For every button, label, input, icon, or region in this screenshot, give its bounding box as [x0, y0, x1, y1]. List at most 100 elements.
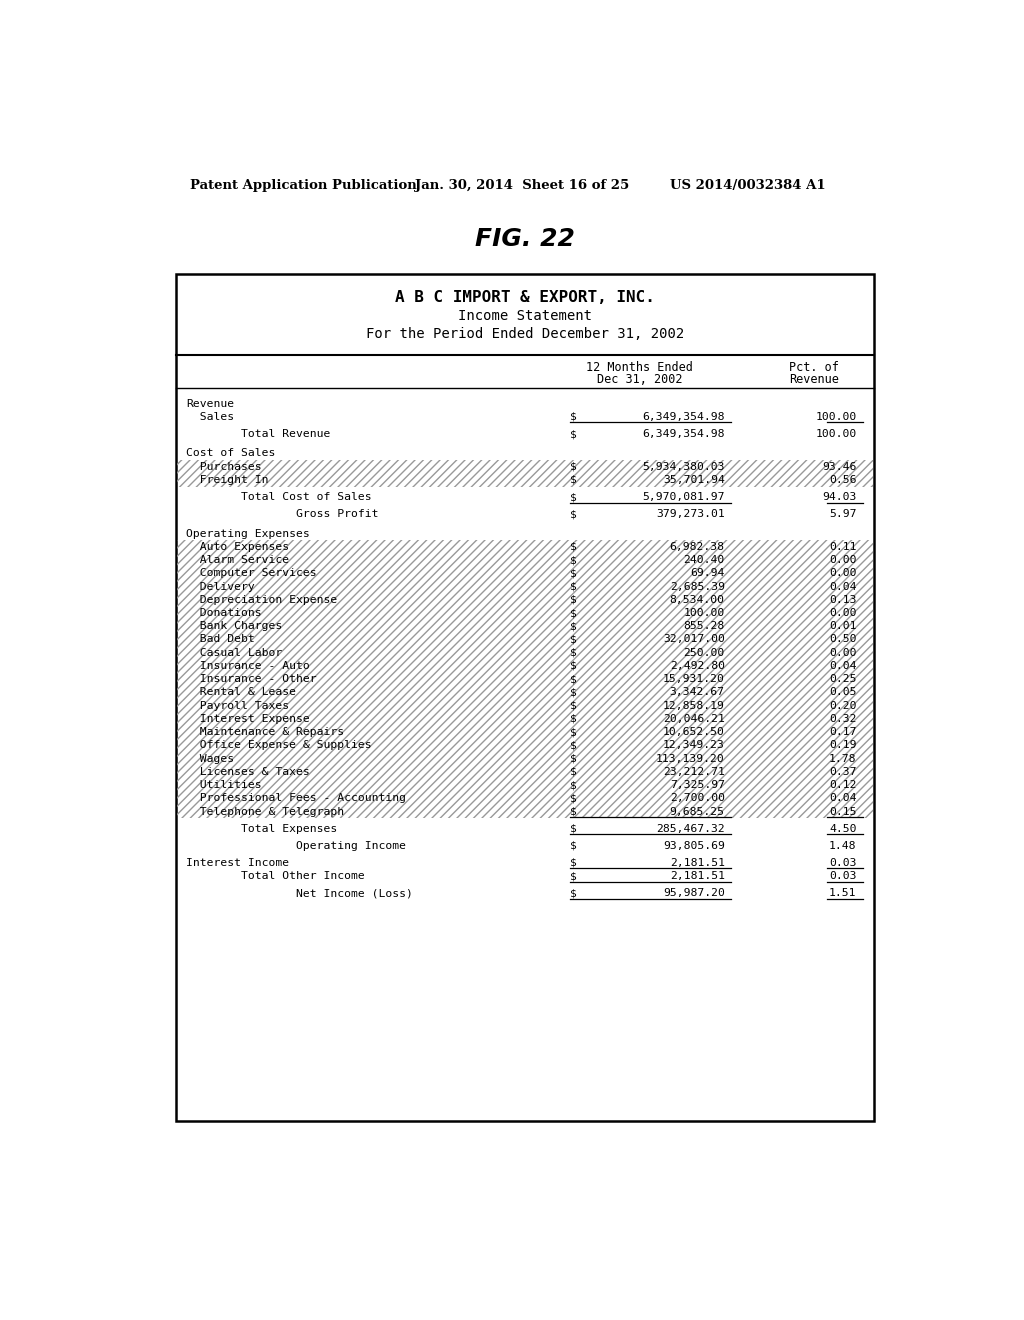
Text: Casual Labor: Casual Labor	[186, 648, 283, 657]
Text: 93.46: 93.46	[822, 462, 856, 471]
Text: $: $	[569, 688, 577, 697]
Text: 0.12: 0.12	[829, 780, 856, 791]
Bar	[177, 700, 872, 713]
Text: 93,805.69: 93,805.69	[663, 841, 725, 851]
Text: Net Income (Loss): Net Income (Loss)	[186, 888, 413, 899]
Text: 6,349,354.98: 6,349,354.98	[642, 429, 725, 440]
Text: 8,534.00: 8,534.00	[670, 595, 725, 605]
Bar	[177, 779, 872, 792]
Text: Total Revenue: Total Revenue	[186, 429, 331, 440]
Text: $: $	[569, 595, 577, 605]
Text: Office Expense & Supplies: Office Expense & Supplies	[186, 741, 372, 751]
Text: $: $	[569, 492, 577, 502]
Bar	[177, 619, 872, 632]
Text: 4.50: 4.50	[829, 824, 856, 834]
Text: Pct. of: Pct. of	[788, 362, 839, 375]
Text: $: $	[569, 871, 577, 882]
Text: $: $	[569, 714, 577, 723]
Text: 100.00: 100.00	[683, 609, 725, 618]
Text: 0.04: 0.04	[829, 661, 856, 671]
Bar	[177, 579, 872, 593]
Text: Operating Expenses: Operating Expenses	[186, 528, 310, 539]
Text: 100.00: 100.00	[815, 429, 856, 440]
Text: Auto Expenses: Auto Expenses	[186, 541, 289, 552]
Bar	[177, 540, 872, 553]
Text: 12 Months Ended: 12 Months Ended	[586, 362, 693, 375]
Text: 6,349,354.98: 6,349,354.98	[642, 412, 725, 422]
Text: 1.51: 1.51	[829, 888, 856, 899]
Text: 7,325.97: 7,325.97	[670, 780, 725, 791]
Text: 0.20: 0.20	[829, 701, 856, 710]
Text: Wages: Wages	[186, 754, 234, 764]
Bar	[177, 766, 872, 779]
Text: 0.32: 0.32	[829, 714, 856, 723]
Bar	[177, 673, 872, 686]
Text: $: $	[569, 741, 577, 751]
Text: $: $	[569, 462, 577, 471]
Text: Interest Income: Interest Income	[186, 858, 289, 869]
Text: Licenses & Taxes: Licenses & Taxes	[186, 767, 310, 777]
Text: 0.25: 0.25	[829, 675, 856, 684]
Bar	[177, 726, 872, 739]
Text: Alarm Service: Alarm Service	[186, 554, 289, 565]
Text: $: $	[569, 622, 577, 631]
Text: $: $	[569, 824, 577, 834]
Text: 1.78: 1.78	[829, 754, 856, 764]
Text: US 2014/0032384 A1: US 2014/0032384 A1	[671, 178, 826, 191]
Bar	[177, 713, 872, 726]
Text: Utilities: Utilities	[186, 780, 262, 791]
Text: 0.00: 0.00	[829, 648, 856, 657]
Text: 2,181.51: 2,181.51	[670, 858, 725, 869]
Text: Depreciation Expense: Depreciation Expense	[186, 595, 337, 605]
Text: 0.50: 0.50	[829, 635, 856, 644]
Text: 0.17: 0.17	[829, 727, 856, 737]
Text: 35,701.94: 35,701.94	[663, 475, 725, 484]
Text: Gross Profit: Gross Profit	[186, 510, 379, 519]
Text: Total Other Income: Total Other Income	[186, 871, 365, 882]
Text: 0.13: 0.13	[829, 595, 856, 605]
Bar	[177, 632, 872, 645]
Text: 0.05: 0.05	[829, 688, 856, 697]
Bar	[177, 686, 872, 700]
Text: 6,982.38: 6,982.38	[670, 541, 725, 552]
Text: $: $	[569, 648, 577, 657]
Text: 240.40: 240.40	[683, 554, 725, 565]
Text: $: $	[569, 701, 577, 710]
Text: Cost of Sales: Cost of Sales	[186, 449, 275, 458]
Text: 3,342.67: 3,342.67	[670, 688, 725, 697]
Bar	[177, 739, 872, 752]
Text: Telephone & Telegraph: Telephone & Telegraph	[186, 807, 344, 817]
Text: $: $	[569, 609, 577, 618]
Text: Bank Charges: Bank Charges	[186, 622, 283, 631]
Text: 250.00: 250.00	[683, 648, 725, 657]
Text: Total Expenses: Total Expenses	[186, 824, 337, 834]
Text: 5,970,081.97: 5,970,081.97	[642, 492, 725, 502]
Text: Revenue: Revenue	[788, 372, 839, 385]
Text: Donations: Donations	[186, 609, 262, 618]
Text: $: $	[569, 780, 577, 791]
Bar	[177, 606, 872, 619]
Text: 12,349.23: 12,349.23	[663, 741, 725, 751]
Text: 20,046.21: 20,046.21	[663, 714, 725, 723]
Text: Insurance - Auto: Insurance - Auto	[186, 661, 310, 671]
Bar	[177, 553, 872, 566]
Text: Dec 31, 2002: Dec 31, 2002	[597, 372, 682, 385]
Text: $: $	[569, 510, 577, 519]
Text: Operating Income: Operating Income	[186, 841, 407, 851]
Text: 0.15: 0.15	[829, 807, 856, 817]
Text: Purchases: Purchases	[186, 462, 262, 471]
Text: $: $	[569, 754, 577, 764]
Text: 0.00: 0.00	[829, 609, 856, 618]
Bar	[177, 566, 872, 579]
Text: 94.03: 94.03	[822, 492, 856, 502]
Text: 0.04: 0.04	[829, 582, 856, 591]
Text: Insurance - Other: Insurance - Other	[186, 675, 316, 684]
Text: $: $	[569, 569, 577, 578]
Text: $: $	[569, 582, 577, 591]
Text: $: $	[569, 429, 577, 440]
Bar	[177, 805, 872, 818]
Text: Income Statement: Income Statement	[458, 309, 592, 323]
Text: 0.56: 0.56	[829, 475, 856, 484]
Bar	[177, 645, 872, 660]
Text: Delivery: Delivery	[186, 582, 255, 591]
